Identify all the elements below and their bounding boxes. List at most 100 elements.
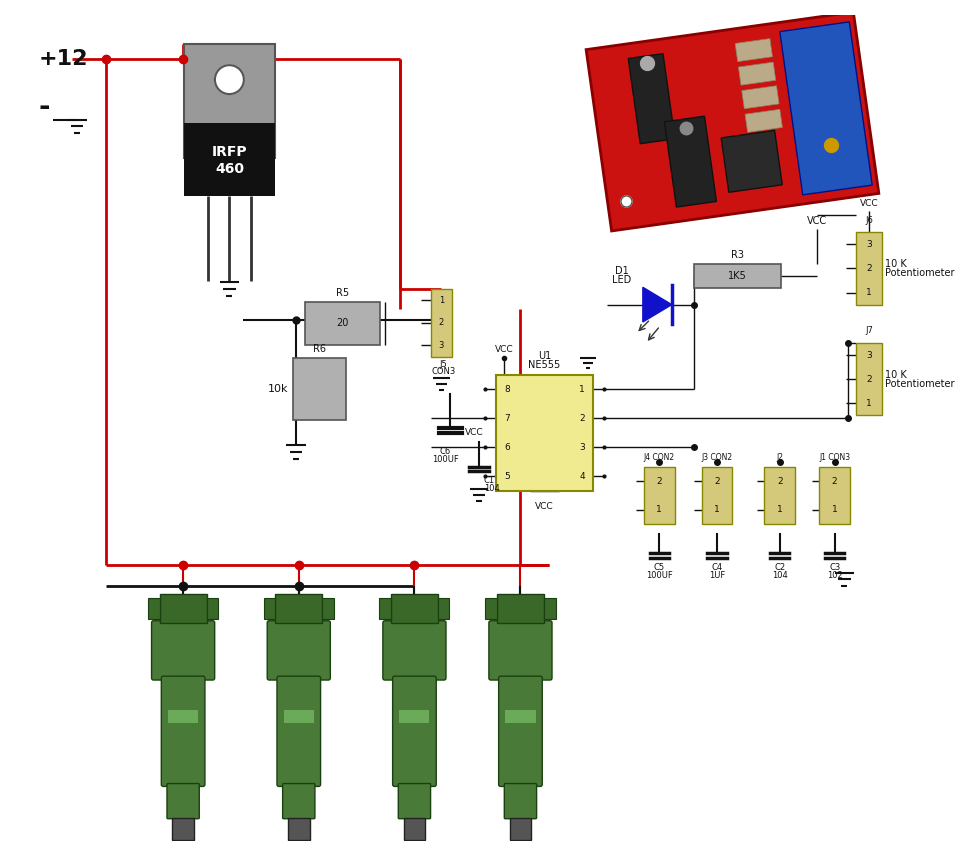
FancyBboxPatch shape [293, 358, 346, 420]
FancyBboxPatch shape [398, 783, 431, 818]
FancyBboxPatch shape [383, 621, 446, 680]
Text: 6: 6 [504, 443, 510, 452]
Polygon shape [664, 116, 716, 207]
FancyBboxPatch shape [379, 597, 391, 619]
FancyBboxPatch shape [702, 467, 732, 525]
Text: 1: 1 [439, 296, 444, 305]
Text: 2: 2 [866, 264, 872, 273]
Text: NE555: NE555 [528, 360, 561, 370]
Text: J2: J2 [777, 453, 783, 461]
FancyBboxPatch shape [183, 45, 276, 158]
FancyBboxPatch shape [391, 594, 438, 622]
Text: 5: 5 [504, 472, 510, 481]
FancyBboxPatch shape [148, 597, 159, 619]
Text: 1UF: 1UF [708, 571, 725, 580]
Text: 2: 2 [777, 477, 782, 485]
Polygon shape [742, 86, 780, 109]
Text: C2: C2 [774, 563, 785, 572]
Text: Potentiometer: Potentiometer [885, 379, 954, 389]
Text: J5: J5 [440, 360, 447, 369]
Text: R3: R3 [731, 250, 744, 260]
Text: 8: 8 [504, 385, 510, 394]
Text: 1: 1 [866, 288, 872, 297]
FancyBboxPatch shape [510, 817, 531, 840]
Text: 1: 1 [579, 385, 585, 394]
FancyBboxPatch shape [504, 783, 537, 818]
Text: R6: R6 [313, 344, 326, 354]
Text: C1: C1 [484, 476, 495, 485]
Circle shape [215, 65, 244, 94]
Text: 1: 1 [831, 505, 837, 514]
FancyBboxPatch shape [497, 594, 544, 622]
Text: 2: 2 [439, 318, 444, 328]
FancyBboxPatch shape [267, 621, 330, 680]
Text: J4 CON2: J4 CON2 [643, 453, 675, 461]
Text: J6: J6 [865, 216, 873, 224]
Text: IRFP
460: IRFP 460 [211, 146, 247, 175]
Polygon shape [735, 39, 773, 62]
FancyBboxPatch shape [438, 597, 449, 619]
Text: 20: 20 [336, 318, 348, 329]
Text: U1: U1 [538, 352, 551, 361]
Text: 2: 2 [580, 413, 585, 423]
FancyBboxPatch shape [284, 710, 314, 722]
Text: 104: 104 [772, 571, 787, 580]
FancyBboxPatch shape [183, 123, 276, 196]
FancyBboxPatch shape [856, 343, 882, 415]
Text: 2: 2 [866, 375, 872, 383]
Text: 10 K: 10 K [885, 370, 906, 379]
FancyBboxPatch shape [323, 597, 334, 619]
FancyBboxPatch shape [393, 676, 436, 787]
Polygon shape [587, 12, 878, 231]
Text: 1: 1 [777, 505, 782, 514]
Text: D1: D1 [614, 265, 629, 276]
FancyBboxPatch shape [172, 817, 194, 840]
FancyBboxPatch shape [264, 597, 276, 619]
Text: 3: 3 [866, 240, 872, 249]
Text: 104: 104 [484, 484, 499, 493]
FancyBboxPatch shape [496, 375, 592, 490]
Text: 2: 2 [831, 477, 837, 485]
Text: 100UF: 100UF [432, 455, 459, 464]
FancyBboxPatch shape [544, 597, 556, 619]
Text: 1: 1 [657, 505, 662, 514]
FancyBboxPatch shape [644, 467, 675, 525]
FancyBboxPatch shape [161, 676, 204, 787]
FancyBboxPatch shape [498, 676, 542, 787]
Text: 4: 4 [580, 472, 585, 481]
Text: 1: 1 [714, 505, 720, 514]
FancyBboxPatch shape [486, 597, 497, 619]
Text: 10k: 10k [268, 384, 288, 394]
Text: VCC: VCC [494, 345, 514, 354]
FancyBboxPatch shape [489, 621, 552, 680]
Polygon shape [780, 22, 873, 195]
Text: 1: 1 [866, 399, 872, 408]
Text: 2: 2 [657, 477, 662, 485]
Text: LED: LED [612, 276, 632, 285]
Text: J1 CON3: J1 CON3 [819, 453, 851, 461]
Text: J3 CON2: J3 CON2 [702, 453, 732, 461]
FancyBboxPatch shape [152, 621, 215, 680]
Polygon shape [643, 288, 672, 322]
Text: VCC: VCC [859, 199, 878, 208]
Text: 3: 3 [579, 443, 585, 452]
FancyBboxPatch shape [694, 265, 780, 288]
FancyBboxPatch shape [167, 783, 200, 818]
Text: 102: 102 [827, 571, 843, 580]
Text: VCC: VCC [465, 428, 483, 437]
FancyBboxPatch shape [276, 594, 323, 622]
Text: 10 K: 10 K [885, 259, 906, 269]
FancyBboxPatch shape [819, 467, 850, 525]
Text: 100UF: 100UF [646, 571, 673, 580]
Text: -: - [38, 93, 50, 121]
Polygon shape [721, 130, 782, 193]
FancyBboxPatch shape [304, 302, 380, 345]
FancyBboxPatch shape [856, 232, 882, 305]
FancyBboxPatch shape [399, 710, 429, 722]
FancyBboxPatch shape [168, 710, 198, 722]
Text: C6: C6 [440, 448, 451, 456]
FancyBboxPatch shape [282, 783, 315, 818]
Polygon shape [628, 54, 675, 144]
Polygon shape [738, 62, 776, 86]
FancyBboxPatch shape [505, 710, 536, 722]
